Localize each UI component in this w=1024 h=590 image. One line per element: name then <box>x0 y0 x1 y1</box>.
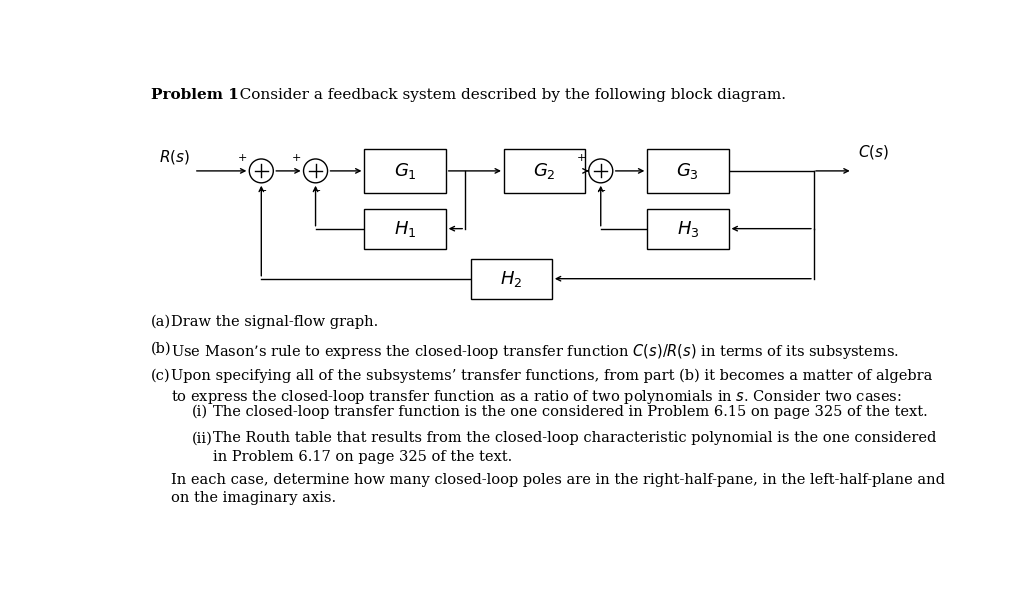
Text: Upon specifying all of the subsystems’ transfer functions, from part (b) it beco: Upon specifying all of the subsystems’ t… <box>171 369 932 407</box>
Text: (i): (i) <box>191 405 208 419</box>
Circle shape <box>589 159 612 183</box>
Bar <box>647 149 729 194</box>
Text: $G_3$: $G_3$ <box>677 161 699 181</box>
Text: $G_1$: $G_1$ <box>393 161 417 181</box>
Text: $H_1$: $H_1$ <box>394 219 417 238</box>
Text: In each case, determine how many closed-loop poles are in the right-half-pane, i: In each case, determine how many closed-… <box>171 473 944 505</box>
Bar <box>365 149 445 194</box>
Text: Draw the signal-flow graph.: Draw the signal-flow graph. <box>171 315 378 329</box>
Text: $-$: $-$ <box>596 184 606 194</box>
Text: (a): (a) <box>152 315 171 329</box>
Text: (b): (b) <box>152 342 172 356</box>
Bar <box>647 209 729 248</box>
Text: The closed-loop transfer function is the one considered in Problem 6.15 on page : The closed-loop transfer function is the… <box>213 405 928 419</box>
Text: $-$: $-$ <box>311 184 322 194</box>
Text: $C(s)$: $C(s)$ <box>858 143 889 161</box>
Bar <box>365 209 445 248</box>
Text: Consider a feedback system described by the following block diagram.: Consider a feedback system described by … <box>225 88 785 101</box>
Text: Problem 1: Problem 1 <box>152 88 240 101</box>
Text: (c): (c) <box>152 369 171 383</box>
Text: $H_2$: $H_2$ <box>500 268 522 289</box>
Circle shape <box>303 159 328 183</box>
Text: $G_2$: $G_2$ <box>534 161 556 181</box>
Text: +: + <box>238 153 247 163</box>
Text: (ii): (ii) <box>191 431 212 445</box>
Text: $R(s)$: $R(s)$ <box>159 148 190 166</box>
Circle shape <box>249 159 273 183</box>
Text: +: + <box>292 153 301 163</box>
Bar <box>504 149 586 194</box>
Text: Use Mason’s rule to express the closed-loop transfer function $C(s)/R(s)$ in ter: Use Mason’s rule to express the closed-l… <box>171 342 899 361</box>
Bar <box>471 258 552 299</box>
Text: $H_3$: $H_3$ <box>677 219 699 238</box>
Text: +: + <box>578 153 587 163</box>
Text: The Routh table that results from the closed-loop characteristic polynomial is t: The Routh table that results from the cl… <box>213 431 937 464</box>
Text: $-$: $-$ <box>257 184 267 194</box>
